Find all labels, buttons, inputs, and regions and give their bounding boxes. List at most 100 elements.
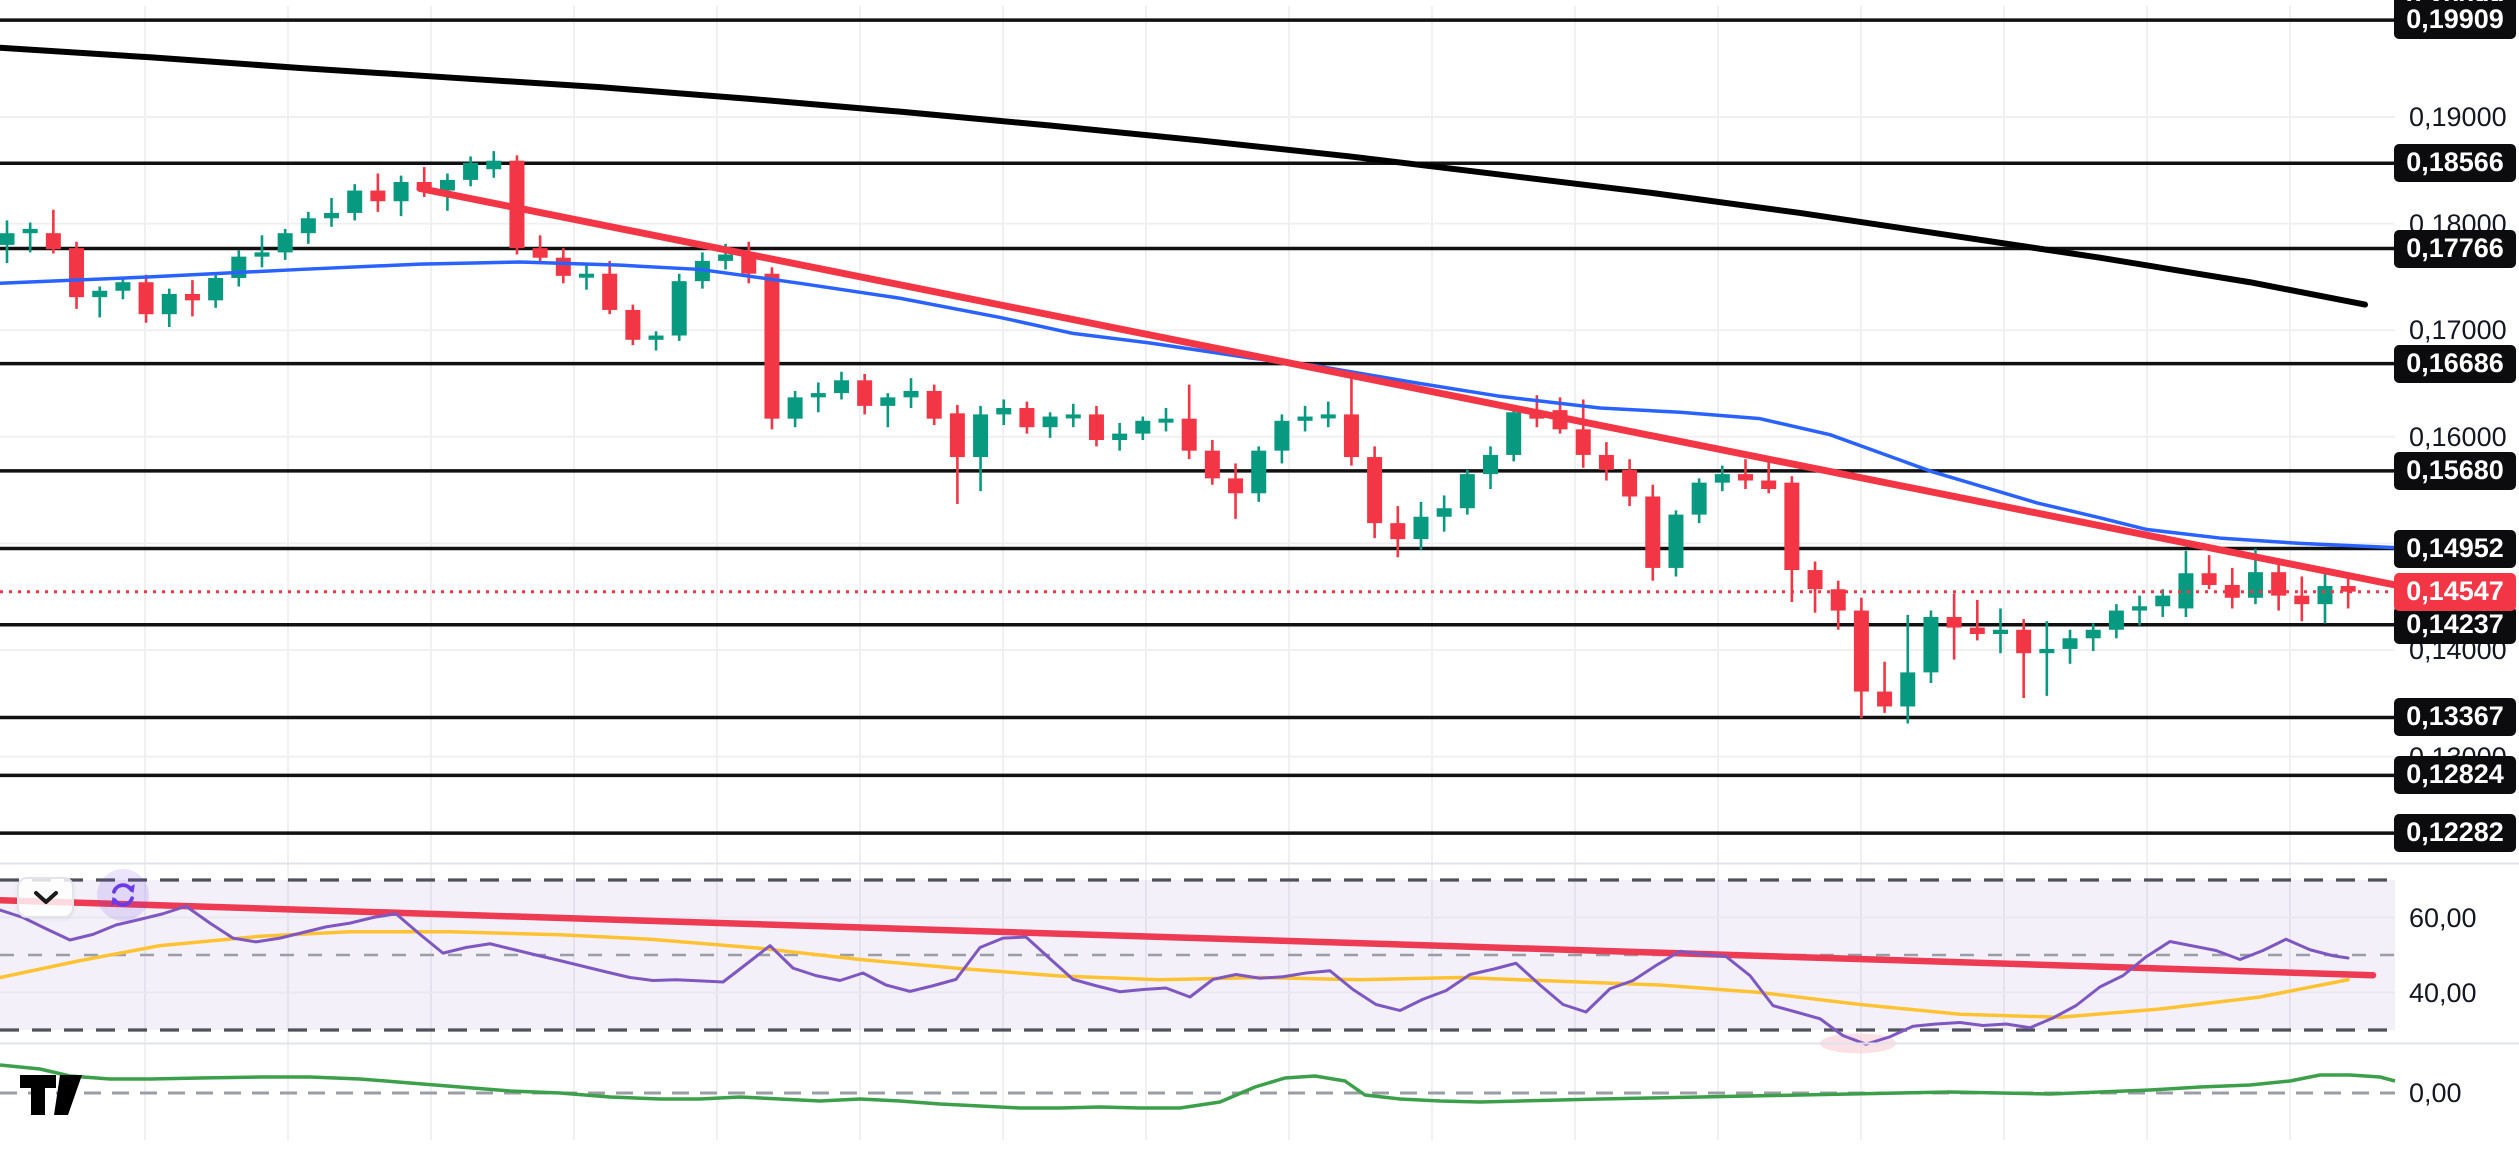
candle [625,309,641,340]
candle [231,256,247,278]
descending-trendline [416,184,2399,589]
tradingview-logo[interactable] [20,1075,86,1120]
candle [1181,418,1197,451]
candle [1622,469,1638,497]
candle [810,393,826,398]
candle [602,273,618,310]
candle [1807,570,1823,590]
level-price-badge: 0,13367 [2394,698,2516,737]
candle [2039,648,2055,654]
candle [439,179,455,191]
candle [880,397,896,406]
candle [277,233,293,253]
candle [1158,418,1174,423]
refresh-button[interactable] [97,869,149,921]
candle [973,414,989,458]
candle [324,212,340,219]
indicator-legend-toggle[interactable] [17,877,74,918]
rsi-band [0,880,2395,1030]
candle [1483,454,1499,475]
candle [1459,474,1475,509]
candle [300,218,316,234]
tradingview-logo-glyph [20,1075,82,1115]
candle [2132,606,2148,611]
candle [1877,691,1893,707]
level-price-badge: 0,17766 [2394,229,2516,268]
candle [555,257,571,276]
candle [1645,496,1661,568]
candle [2340,586,2356,592]
candle [22,228,38,234]
candle [1367,457,1383,524]
rsi-rsi [0,904,2350,1046]
level-price-badge: 0,12282 [2394,814,2516,853]
candle [69,248,85,298]
price-grid-label: 0,19000 [2409,102,2507,132]
candle [2155,595,2171,607]
candle [254,252,270,257]
candle [1274,420,1290,451]
candle [486,160,502,170]
candle [370,190,386,202]
level-price-badge: 0,15680 [2394,451,2516,490]
level-price-badge: 0,16686 [2394,344,2516,383]
rsi-axis-label: 40,00 [2409,977,2477,1008]
candle [718,254,734,261]
candle [1714,474,1730,483]
candle [1691,482,1707,515]
candle [2085,629,2101,639]
candle [1228,478,1244,494]
candle [1668,514,1684,568]
candle [1135,420,1151,434]
candle [1436,508,1452,517]
candle [2271,572,2287,596]
candle [949,413,965,458]
level-price-badge: 0,18566 [2394,144,2516,183]
candle [764,273,780,419]
candle [347,190,363,213]
candle [138,282,154,315]
candle [1946,616,1962,628]
candle [1204,450,1220,479]
candle [1784,482,1800,571]
candle [2294,595,2310,605]
chevron-down-icon [33,891,58,904]
price-grid-label: 0,17000 [2409,315,2507,346]
candle [1506,412,1522,455]
candle [1042,416,1058,428]
candle [463,162,479,180]
candle [1923,616,1939,673]
candle [1413,516,1429,540]
level-price-badge: 0,19909 [2394,1,2516,40]
candle [2062,638,2078,649]
candle [1738,474,1753,481]
level-price-badge: 0,12824 [2394,756,2516,795]
candle [833,380,849,394]
current-price-badge: 0,14547 [2394,572,2516,611]
candle [184,293,200,301]
candle [1853,610,1869,692]
level-price-badge: 0,14952 [2394,529,2516,568]
candle [1019,408,1035,428]
candle [903,390,919,398]
candle [1343,414,1359,458]
candle [1112,433,1128,440]
candle [1065,414,1081,419]
rsi-axis-label: 60,00 [2409,902,2477,933]
candle [671,281,687,336]
candle [393,182,409,202]
candle [1761,480,1777,490]
oscillator-line [0,1063,2396,1110]
candle [1830,589,1846,611]
candle [1320,414,1336,419]
price-grid-label: 0,16000 [2409,421,2507,452]
ma-blue-line [0,260,2396,550]
rsi-rsi-ma [0,930,2350,1019]
candle [1992,629,2008,635]
oscillator-axis-label: 0,00 [2409,1078,2462,1108]
candle [1297,416,1313,421]
candle [92,290,108,298]
candle [648,335,664,340]
